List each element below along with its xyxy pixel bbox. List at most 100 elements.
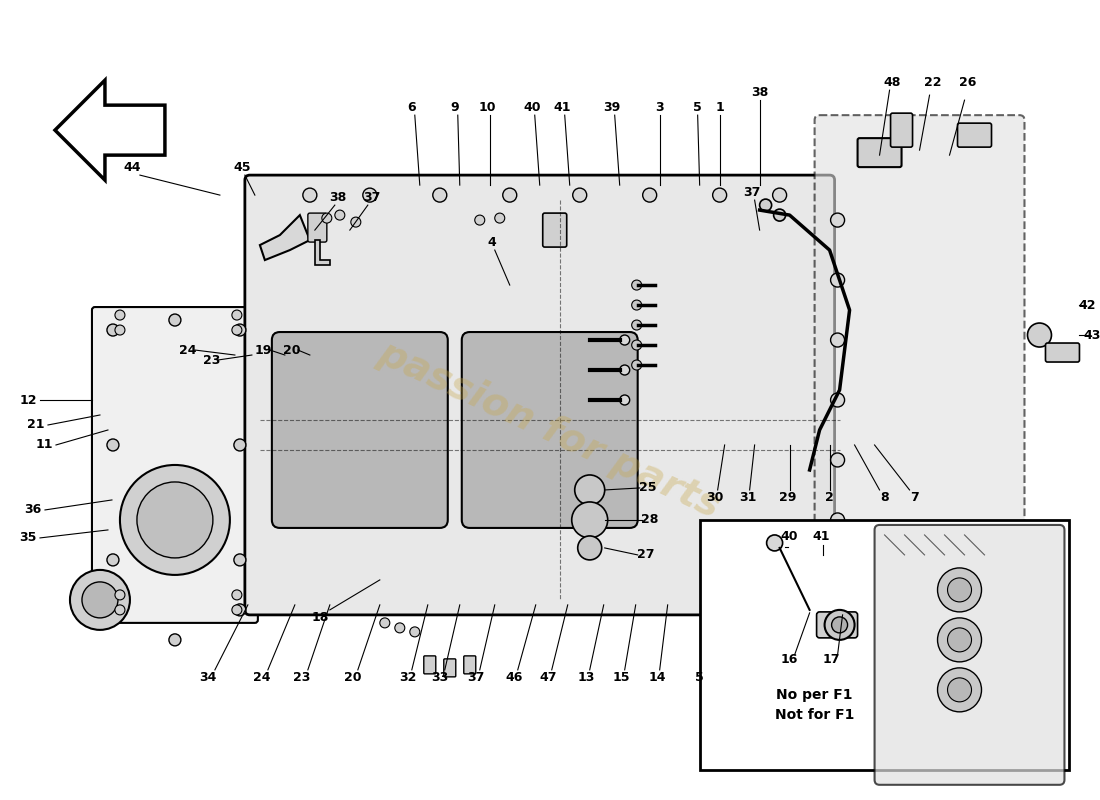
Circle shape <box>619 335 629 345</box>
FancyBboxPatch shape <box>464 656 476 674</box>
Circle shape <box>572 502 607 538</box>
Circle shape <box>114 590 125 600</box>
Text: 1: 1 <box>715 101 724 114</box>
FancyBboxPatch shape <box>542 213 566 247</box>
Text: 40: 40 <box>522 101 540 114</box>
Text: 38: 38 <box>329 190 346 204</box>
Circle shape <box>395 623 405 633</box>
Text: 38: 38 <box>751 86 768 98</box>
Circle shape <box>234 554 246 566</box>
Polygon shape <box>315 240 330 265</box>
Text: 12: 12 <box>19 394 36 406</box>
Circle shape <box>937 568 981 612</box>
FancyBboxPatch shape <box>815 115 1024 655</box>
Text: 41: 41 <box>553 101 571 114</box>
FancyBboxPatch shape <box>858 138 902 167</box>
Text: 19: 19 <box>254 343 272 357</box>
Circle shape <box>232 310 242 320</box>
Circle shape <box>947 678 971 702</box>
Circle shape <box>631 360 641 370</box>
Circle shape <box>70 570 130 630</box>
Text: 47: 47 <box>539 671 557 684</box>
Circle shape <box>169 634 180 646</box>
Circle shape <box>351 217 361 227</box>
Text: 24: 24 <box>179 343 197 357</box>
FancyBboxPatch shape <box>92 307 257 623</box>
Text: 45: 45 <box>233 161 251 174</box>
Circle shape <box>169 314 180 326</box>
Circle shape <box>574 475 605 505</box>
FancyBboxPatch shape <box>308 213 327 242</box>
Text: 9: 9 <box>451 101 459 114</box>
Circle shape <box>495 213 505 223</box>
Text: 44: 44 <box>123 161 141 174</box>
Circle shape <box>322 213 332 223</box>
Circle shape <box>619 395 629 405</box>
FancyBboxPatch shape <box>874 525 1065 785</box>
Text: 33: 33 <box>431 671 449 684</box>
Text: 41: 41 <box>813 530 830 543</box>
Text: 21: 21 <box>28 418 45 431</box>
Text: 23: 23 <box>204 354 221 366</box>
Text: 43: 43 <box>1084 329 1100 342</box>
Circle shape <box>631 300 641 310</box>
Text: 24: 24 <box>253 671 271 684</box>
FancyBboxPatch shape <box>272 332 448 528</box>
Circle shape <box>107 324 119 336</box>
Text: 13: 13 <box>578 671 595 684</box>
Text: 37: 37 <box>742 186 760 198</box>
Circle shape <box>334 210 344 220</box>
Text: 8: 8 <box>880 491 889 505</box>
Text: 48: 48 <box>884 76 901 89</box>
Circle shape <box>302 188 317 202</box>
Text: 35: 35 <box>20 531 36 545</box>
Circle shape <box>503 188 517 202</box>
Text: 42: 42 <box>1079 298 1097 311</box>
Text: 36: 36 <box>24 503 42 517</box>
Circle shape <box>82 582 118 618</box>
Text: 11: 11 <box>35 438 53 451</box>
Text: 6: 6 <box>407 101 416 114</box>
Circle shape <box>114 310 125 320</box>
Text: 26: 26 <box>959 76 976 89</box>
Text: passion for parts: passion for parts <box>373 334 727 526</box>
Circle shape <box>631 280 641 290</box>
Circle shape <box>120 465 230 575</box>
Circle shape <box>830 213 845 227</box>
Circle shape <box>232 590 242 600</box>
FancyBboxPatch shape <box>816 612 858 638</box>
FancyBboxPatch shape <box>462 332 638 528</box>
Text: 37: 37 <box>363 190 381 204</box>
Text: 20: 20 <box>283 343 300 357</box>
Text: 31: 31 <box>739 491 757 505</box>
Circle shape <box>642 188 657 202</box>
FancyBboxPatch shape <box>891 113 913 147</box>
Text: 23: 23 <box>294 671 310 684</box>
Circle shape <box>830 393 845 407</box>
Circle shape <box>713 188 727 202</box>
Circle shape <box>772 188 786 202</box>
Text: Not for F1: Not for F1 <box>774 708 855 722</box>
Circle shape <box>767 535 782 551</box>
Polygon shape <box>260 215 310 260</box>
Text: 10: 10 <box>478 101 496 114</box>
Text: 14: 14 <box>649 671 667 684</box>
Circle shape <box>832 617 848 633</box>
Circle shape <box>234 439 246 451</box>
Text: 20: 20 <box>344 671 362 684</box>
Text: 4: 4 <box>487 235 496 249</box>
Circle shape <box>1027 323 1052 347</box>
Circle shape <box>947 628 971 652</box>
Circle shape <box>107 554 119 566</box>
Circle shape <box>232 325 242 335</box>
FancyBboxPatch shape <box>700 520 1069 770</box>
Text: 3: 3 <box>656 101 664 114</box>
Text: 7: 7 <box>910 491 918 505</box>
Text: 22: 22 <box>924 76 942 89</box>
FancyBboxPatch shape <box>424 656 436 674</box>
Text: 27: 27 <box>637 549 654 562</box>
Circle shape <box>937 618 981 662</box>
Circle shape <box>234 324 246 336</box>
Circle shape <box>234 604 246 616</box>
Circle shape <box>830 453 845 467</box>
